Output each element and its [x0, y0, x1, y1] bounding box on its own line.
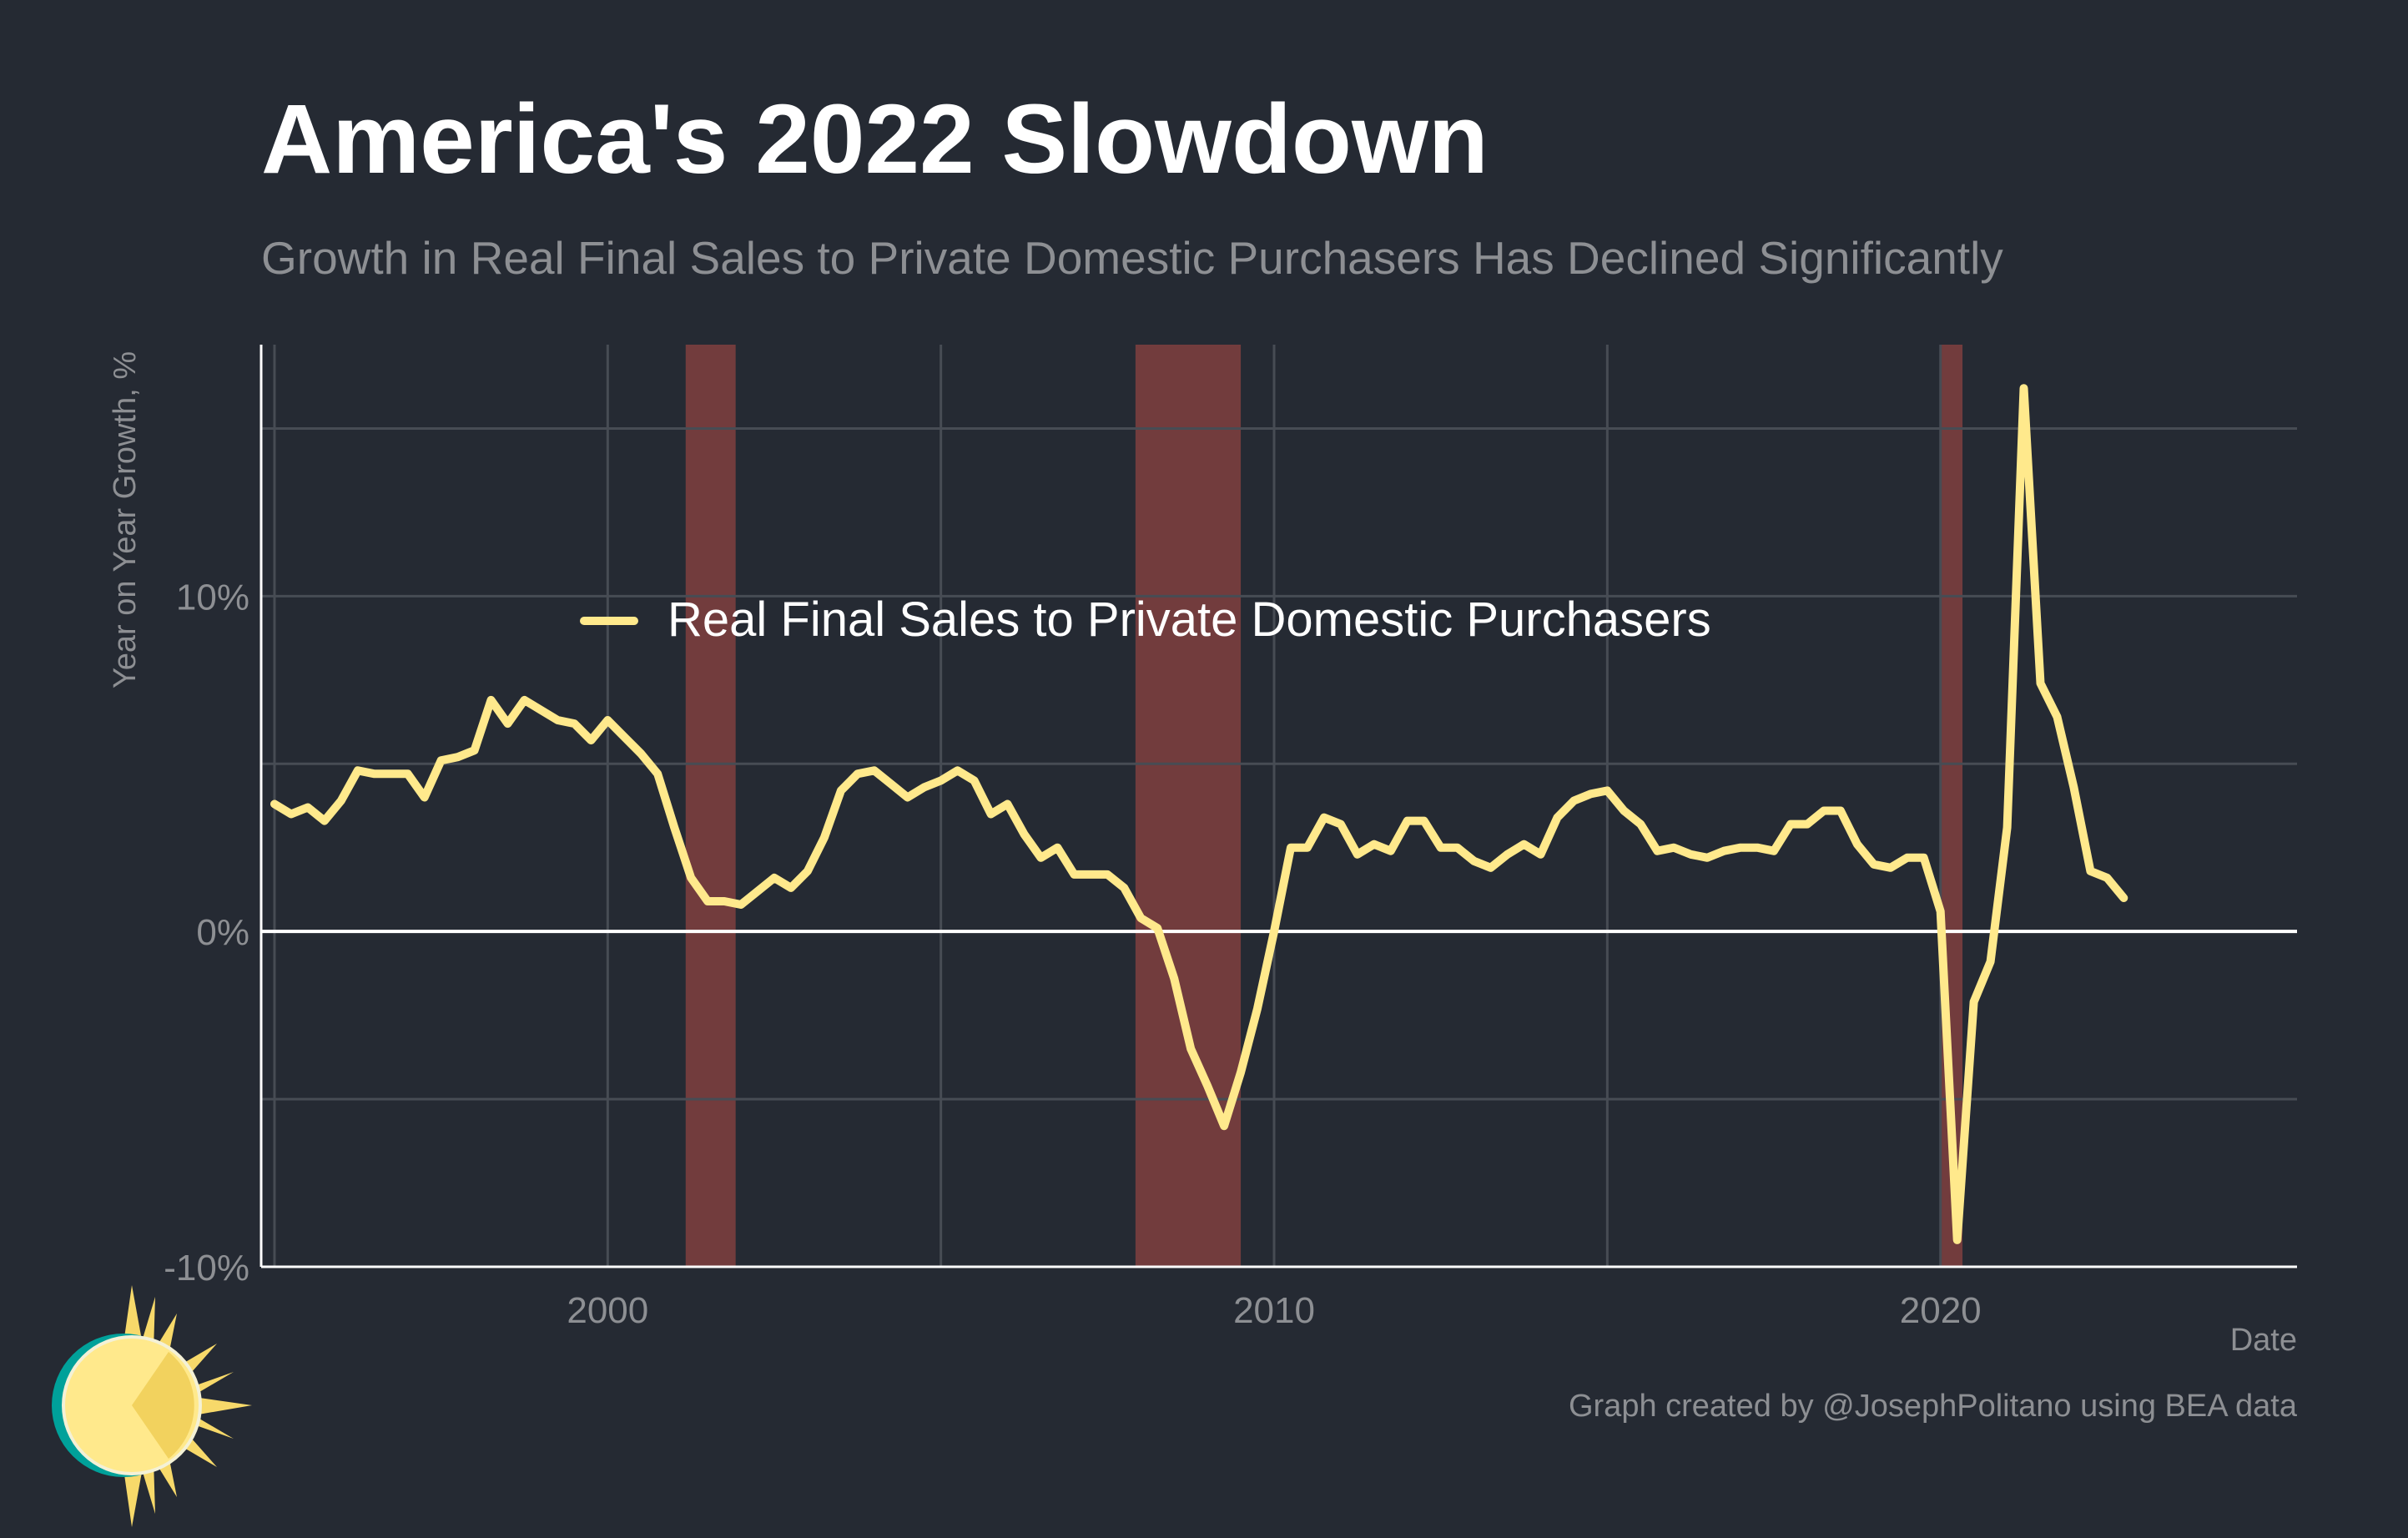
x-tick-label: 2000 — [567, 1290, 648, 1331]
tick-labels: -10% 0% 10% 2000 2010 2020 — [164, 577, 1981, 1331]
series-line — [270, 384, 2128, 1244]
legend: Real Final Sales to Private Domestic Pur… — [580, 593, 1711, 647]
chart-title: America's 2022 Slowdown — [261, 84, 1489, 194]
sun-icon — [52, 1285, 252, 1527]
x-axis-title: Date — [2230, 1323, 2297, 1358]
sun-logo — [43, 1285, 252, 1531]
legend-label: Real Final Sales to Private Domestic Pur… — [667, 593, 1711, 647]
chart-subtitle: Growth in Real Final Sales to Private Do… — [261, 232, 2003, 284]
y-tick-label: 10% — [176, 577, 249, 618]
recession-bands — [685, 345, 1963, 1267]
series-lines — [270, 384, 2128, 1244]
x-tick-label: 2020 — [1900, 1290, 1982, 1331]
axes — [259, 345, 2297, 1268]
y-axis-title: Year on Year Growth, % — [108, 351, 143, 688]
y-tick-label: 0% — [196, 912, 249, 953]
x-tick-label: 2010 — [1233, 1290, 1315, 1331]
source-caption: Graph created by @JosephPolitano using B… — [1568, 1389, 2297, 1424]
y-tick-label: -10% — [164, 1248, 249, 1288]
grid-lines — [261, 345, 2297, 1267]
recession-band — [685, 345, 736, 1267]
